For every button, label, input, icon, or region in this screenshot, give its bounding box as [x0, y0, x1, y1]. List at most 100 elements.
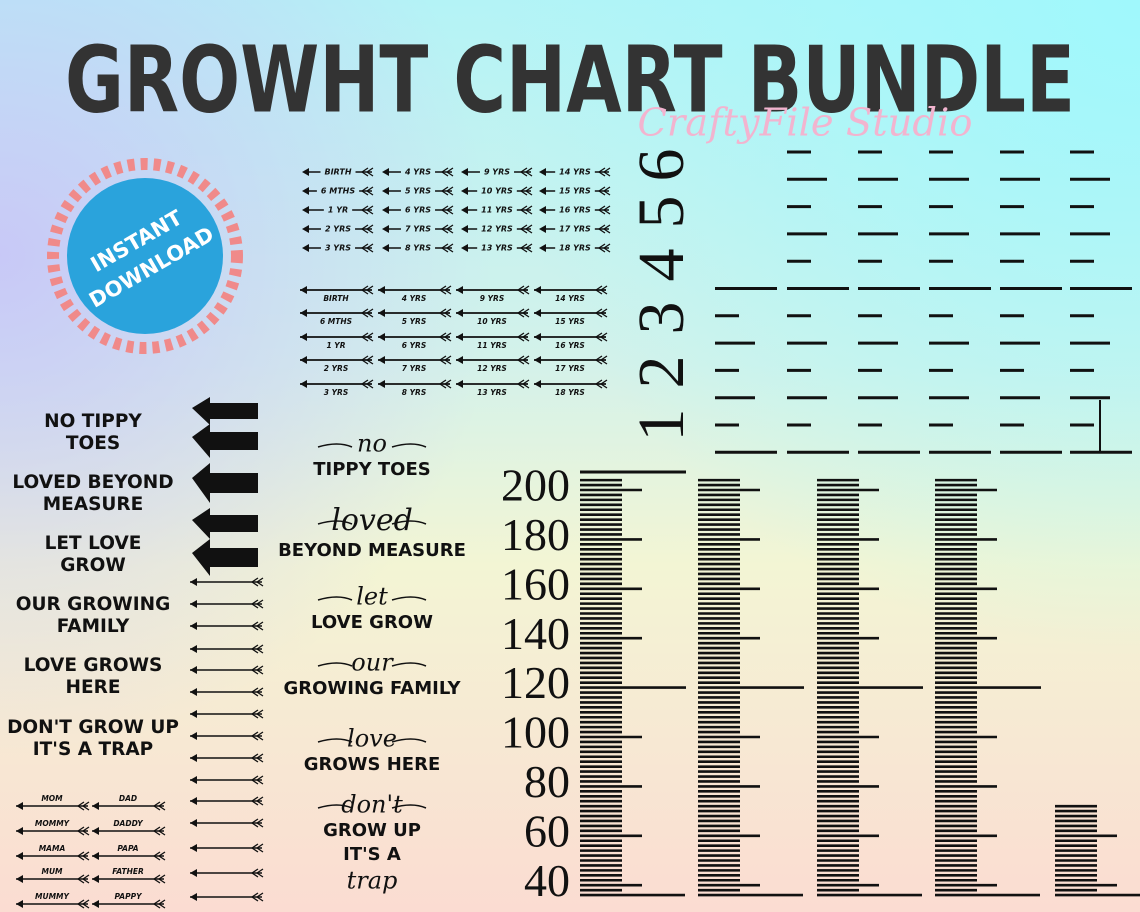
arrow-fletch [251, 843, 264, 853]
ruler-number: 200 [501, 460, 570, 511]
family-label: MOMMY [35, 819, 71, 828]
saying-line: LOVE GROWS [24, 655, 163, 676]
script-word: our [351, 649, 394, 677]
flourish [317, 804, 427, 809]
arrow-label: 12 YRS [481, 225, 513, 234]
arrow-label: 6 YRS [402, 341, 426, 350]
arrow-label: 13 YRS [477, 388, 507, 397]
arrow-fletch [251, 687, 264, 697]
saying-line: TOES [66, 433, 120, 454]
arrow-label: 4 YRS [402, 294, 426, 303]
arrow-fletch [361, 205, 374, 215]
arrow-label: 5 YRS [402, 317, 426, 326]
ruler-number: 180 [501, 509, 570, 560]
arrow-fletch [251, 753, 264, 763]
arrow-head [92, 875, 99, 883]
script-word: no [357, 430, 387, 458]
arrow-label: 8 YRS [402, 388, 426, 397]
arrow-head [378, 286, 385, 294]
arrow-head [190, 710, 197, 718]
arrow-label: 13 YRS [481, 244, 513, 253]
arrow-head [456, 333, 463, 341]
arrow-head [382, 187, 389, 195]
family-label: MUMMY [35, 892, 70, 901]
arrow-head [534, 333, 541, 341]
ruler-number: 80 [524, 756, 570, 807]
ruler-number: 100 [501, 707, 570, 758]
big-arrow [192, 508, 258, 539]
saying-line: IT'S A TRAP [33, 739, 153, 760]
arrow-fletch [361, 332, 374, 342]
arrow-head [302, 206, 309, 214]
arrow-fletch [517, 285, 530, 295]
arrow-head [190, 844, 197, 852]
arrow-head [539, 168, 546, 176]
arrow-fletch [361, 379, 374, 389]
arrow-fletch [251, 796, 264, 806]
arrow-fletch [361, 308, 374, 318]
arrow-head [190, 754, 197, 762]
family-label: FATHER [112, 867, 144, 876]
arrow-fletch [361, 243, 374, 253]
arrow-head [92, 900, 99, 908]
arrow-fletch [153, 851, 166, 861]
big-arrow [192, 424, 258, 458]
arrow-head [382, 168, 389, 176]
arrow-fletch [595, 308, 608, 318]
arrow-fletch [77, 874, 90, 884]
arrow-head [456, 309, 463, 317]
arrow-head [534, 309, 541, 317]
arrow-label: 17 YRS [555, 364, 585, 373]
arrow-head [190, 732, 197, 740]
arrow-label: 18 YRS [559, 244, 591, 253]
arrow-fletch [598, 243, 611, 253]
family-label: MAMA [39, 844, 66, 853]
arrow-label: 14 YRS [559, 168, 591, 177]
script-word: don't [341, 791, 403, 819]
arrow-fletch [251, 644, 264, 654]
arrow-head [461, 206, 468, 214]
arrow-fletch [595, 379, 608, 389]
script-block: IT'S A [343, 844, 401, 865]
arrow-head [456, 286, 463, 294]
family-label: MOM [41, 794, 63, 803]
arrow-label: 7 YRS [405, 225, 431, 234]
arrow-head [539, 187, 546, 195]
arrow-label: 9 YRS [480, 294, 504, 303]
arrow-label: BIRTH [324, 168, 351, 177]
arrow-fletch [361, 167, 374, 177]
arrow-fletch [77, 851, 90, 861]
saying-line: HERE [65, 677, 120, 698]
script-block: GROW UP [323, 820, 421, 841]
arrow-label: 14 YRS [555, 294, 585, 303]
arrow-label: 2 YRS [325, 225, 351, 234]
big-arrow [192, 539, 258, 576]
arrow-fletch [595, 332, 608, 342]
arrow-head [302, 225, 309, 233]
arrow-fletch [251, 868, 264, 878]
arrow-fletch [441, 205, 454, 215]
arrow-head [190, 869, 197, 877]
arrow-fletch [361, 285, 374, 295]
arrow-head [190, 797, 197, 805]
arrow-head [539, 225, 546, 233]
arrow-fletch [598, 205, 611, 215]
arrow-head [16, 875, 23, 883]
arrow-fletch [595, 285, 608, 295]
family-label: DADDY [113, 819, 144, 828]
arrow-fletch [598, 186, 611, 196]
arrow-label: 1 YR [328, 206, 348, 215]
family-label: PAPA [117, 844, 138, 853]
arrow-head [302, 244, 309, 252]
family-label: MUM [41, 867, 63, 876]
arrow-head [190, 622, 197, 630]
arrow-head [300, 286, 307, 294]
arrow-head [190, 688, 197, 696]
arrow-fletch [517, 379, 530, 389]
arrow-fletch [361, 355, 374, 365]
saying-line: DON'T GROW UP [7, 717, 179, 738]
family-label: PAPPY [114, 892, 143, 901]
arrow-head [539, 244, 546, 252]
arrow-head [456, 380, 463, 388]
